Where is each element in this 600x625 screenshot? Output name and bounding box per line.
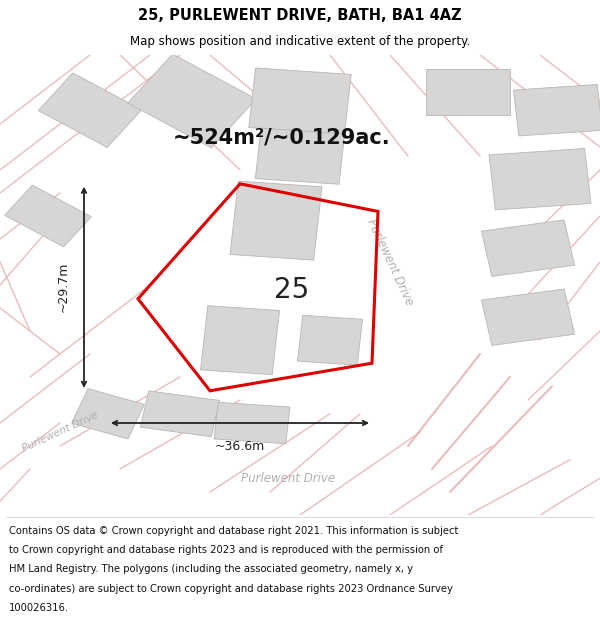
Text: 25, PURLEWENT DRIVE, BATH, BA1 4AZ: 25, PURLEWENT DRIVE, BATH, BA1 4AZ xyxy=(138,8,462,23)
Polygon shape xyxy=(489,149,591,210)
Polygon shape xyxy=(255,128,345,184)
Text: 100026316.: 100026316. xyxy=(9,603,69,613)
Polygon shape xyxy=(514,84,600,136)
Text: ~524m²/~0.129ac.: ~524m²/~0.129ac. xyxy=(173,127,391,148)
Polygon shape xyxy=(230,181,322,260)
Polygon shape xyxy=(426,69,510,115)
Text: Map shows position and indicative extent of the property.: Map shows position and indicative extent… xyxy=(130,35,470,48)
Text: co-ordinates) are subject to Crown copyright and database rights 2023 Ordnance S: co-ordinates) are subject to Crown copyr… xyxy=(9,584,453,594)
Text: Contains OS data © Crown copyright and database right 2021. This information is : Contains OS data © Crown copyright and d… xyxy=(9,526,458,536)
Polygon shape xyxy=(481,289,575,346)
Polygon shape xyxy=(200,306,280,374)
Text: ~36.6m: ~36.6m xyxy=(215,439,265,452)
Polygon shape xyxy=(71,389,145,439)
Text: Purlewent Drive: Purlewent Drive xyxy=(20,410,100,454)
Polygon shape xyxy=(298,315,362,365)
Text: ~29.7m: ~29.7m xyxy=(56,262,70,312)
Text: 25: 25 xyxy=(274,276,309,304)
Polygon shape xyxy=(249,68,351,134)
Polygon shape xyxy=(140,391,220,437)
Polygon shape xyxy=(128,54,256,148)
Polygon shape xyxy=(38,73,142,148)
Text: HM Land Registry. The polygons (including the associated geometry, namely x, y: HM Land Registry. The polygons (includin… xyxy=(9,564,413,574)
Text: Purlewent Drive: Purlewent Drive xyxy=(241,472,335,485)
Text: to Crown copyright and database rights 2023 and is reproduced with the permissio: to Crown copyright and database rights 2… xyxy=(9,545,443,555)
Text: Purlewent Drive: Purlewent Drive xyxy=(364,217,416,308)
Polygon shape xyxy=(481,220,575,276)
Polygon shape xyxy=(5,185,91,247)
Polygon shape xyxy=(214,402,290,444)
